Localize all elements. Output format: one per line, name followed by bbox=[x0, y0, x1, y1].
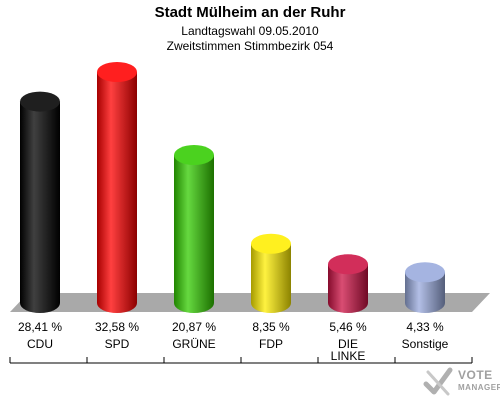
category-label: GRÜNE bbox=[172, 337, 215, 351]
vote-manager-logo bbox=[423, 367, 453, 396]
chart-subtitle-district: Zweitstimmen Stimmbezirk 054 bbox=[166, 39, 334, 53]
value-label: 8,35 % bbox=[252, 320, 290, 334]
bar-top-cdu bbox=[20, 91, 60, 112]
bar-spd bbox=[97, 72, 137, 313]
bar-sonstige bbox=[405, 272, 445, 313]
value-label: 4,33 % bbox=[406, 320, 444, 334]
logo-text-vote: VOTE bbox=[458, 368, 493, 382]
chart-subtitle-election: Landtagswahl 09.05.2010 bbox=[181, 24, 319, 38]
category-axis bbox=[9, 357, 473, 364]
bars-group bbox=[20, 62, 445, 313]
bar-fdp bbox=[251, 243, 291, 313]
value-label: 32,58 % bbox=[95, 320, 139, 334]
category-label: Sonstige bbox=[402, 337, 449, 351]
bar-top-fdp bbox=[251, 233, 291, 254]
category-label: FDP bbox=[259, 337, 283, 351]
logo-text-manager: MANAGER bbox=[458, 383, 500, 392]
value-label: 20,87 % bbox=[172, 320, 216, 334]
chart-title: Stadt Mülheim an der Ruhr bbox=[154, 4, 346, 21]
bar-top-grüne bbox=[174, 145, 214, 166]
value-label: 28,41 % bbox=[18, 320, 62, 334]
bar-die-linke bbox=[328, 264, 368, 313]
bar-grüne bbox=[174, 155, 214, 313]
labels-group: 28,41 % CDU 32,58 % SPD 20,87 % GRÜNE 8,35 % FD… bbox=[18, 320, 449, 363]
category-label: DIE bbox=[338, 337, 358, 351]
category-label: SPD bbox=[105, 337, 130, 351]
check-mark-icon bbox=[423, 367, 453, 396]
bar-top-spd bbox=[97, 62, 137, 82]
value-label: 5,46 % bbox=[329, 320, 367, 334]
bar-cdu bbox=[20, 101, 60, 313]
bar-top-die-linke bbox=[328, 254, 368, 275]
category-label: LINKE bbox=[331, 349, 366, 363]
category-label: CDU bbox=[27, 337, 53, 351]
bar-top-sonstige bbox=[405, 262, 445, 283]
